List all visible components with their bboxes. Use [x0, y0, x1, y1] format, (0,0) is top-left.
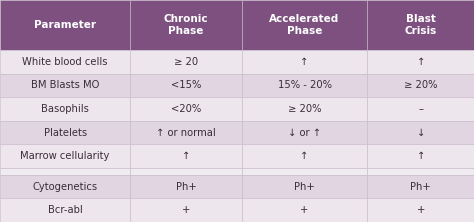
Text: –: – — [418, 104, 423, 114]
Text: ↓ or ↑: ↓ or ↑ — [288, 128, 321, 138]
FancyBboxPatch shape — [367, 144, 474, 168]
FancyBboxPatch shape — [367, 121, 474, 144]
FancyBboxPatch shape — [242, 198, 367, 222]
FancyBboxPatch shape — [130, 144, 242, 168]
FancyBboxPatch shape — [242, 168, 367, 175]
FancyBboxPatch shape — [367, 198, 474, 222]
FancyBboxPatch shape — [367, 50, 474, 73]
FancyBboxPatch shape — [242, 0, 367, 50]
Text: ↓: ↓ — [417, 128, 425, 138]
Text: Ph+: Ph+ — [176, 182, 196, 192]
FancyBboxPatch shape — [0, 73, 130, 97]
FancyBboxPatch shape — [367, 175, 474, 198]
Text: Marrow cellularity: Marrow cellularity — [20, 151, 110, 161]
FancyBboxPatch shape — [130, 97, 242, 121]
Text: Parameter: Parameter — [34, 20, 96, 30]
FancyBboxPatch shape — [130, 0, 242, 50]
Text: ↑: ↑ — [301, 57, 309, 67]
Text: ≥ 20%: ≥ 20% — [288, 104, 321, 114]
FancyBboxPatch shape — [0, 50, 130, 73]
FancyBboxPatch shape — [0, 175, 130, 198]
FancyBboxPatch shape — [130, 50, 242, 73]
FancyBboxPatch shape — [242, 121, 367, 144]
FancyBboxPatch shape — [242, 50, 367, 73]
Text: Cytogenetics: Cytogenetics — [33, 182, 98, 192]
Text: 15% - 20%: 15% - 20% — [278, 80, 331, 90]
FancyBboxPatch shape — [367, 73, 474, 97]
Text: ≥ 20%: ≥ 20% — [404, 80, 438, 90]
Text: ↑: ↑ — [182, 151, 190, 161]
FancyBboxPatch shape — [0, 168, 130, 175]
FancyBboxPatch shape — [242, 73, 367, 97]
Text: +: + — [182, 205, 190, 215]
Text: Chronic
Phase: Chronic Phase — [164, 14, 209, 36]
Text: Bcr-abl: Bcr-abl — [48, 205, 82, 215]
Text: ↑: ↑ — [417, 57, 425, 67]
Text: Blast
Crisis: Blast Crisis — [404, 14, 437, 36]
Text: +: + — [417, 205, 425, 215]
Text: <20%: <20% — [171, 104, 201, 114]
FancyBboxPatch shape — [130, 198, 242, 222]
FancyBboxPatch shape — [0, 144, 130, 168]
Text: Accelerated
Phase: Accelerated Phase — [269, 14, 340, 36]
Text: Platelets: Platelets — [44, 128, 87, 138]
FancyBboxPatch shape — [130, 73, 242, 97]
Text: ↑: ↑ — [417, 151, 425, 161]
Text: ↑ or normal: ↑ or normal — [156, 128, 216, 138]
FancyBboxPatch shape — [130, 121, 242, 144]
FancyBboxPatch shape — [130, 168, 242, 175]
Text: Basophils: Basophils — [41, 104, 89, 114]
Text: BM Blasts MO: BM Blasts MO — [31, 80, 100, 90]
FancyBboxPatch shape — [367, 0, 474, 50]
FancyBboxPatch shape — [242, 144, 367, 168]
FancyBboxPatch shape — [242, 175, 367, 198]
FancyBboxPatch shape — [367, 97, 474, 121]
FancyBboxPatch shape — [0, 121, 130, 144]
FancyBboxPatch shape — [367, 168, 474, 175]
Text: ↑: ↑ — [301, 151, 309, 161]
FancyBboxPatch shape — [0, 0, 130, 50]
Text: ≥ 20: ≥ 20 — [174, 57, 198, 67]
FancyBboxPatch shape — [242, 97, 367, 121]
Text: Ph+: Ph+ — [294, 182, 315, 192]
Text: Ph+: Ph+ — [410, 182, 431, 192]
FancyBboxPatch shape — [130, 175, 242, 198]
FancyBboxPatch shape — [0, 198, 130, 222]
Text: <15%: <15% — [171, 80, 201, 90]
FancyBboxPatch shape — [0, 97, 130, 121]
Text: White blood cells: White blood cells — [22, 57, 108, 67]
Text: +: + — [301, 205, 309, 215]
